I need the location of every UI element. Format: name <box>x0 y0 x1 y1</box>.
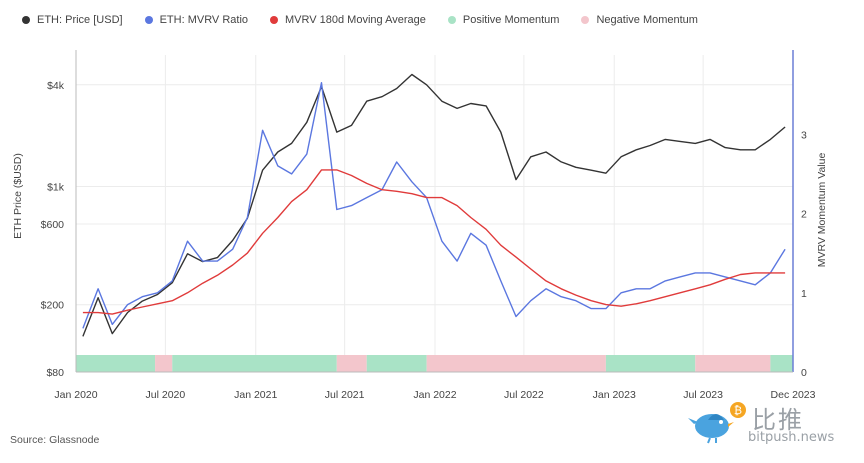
y2-tick-label: 3 <box>801 129 807 141</box>
legend-label-mvrv: ETH: MVRV Ratio <box>159 14 249 26</box>
legend-dot-negative <box>581 16 590 24</box>
y2-tick-label: 0 <box>801 367 807 379</box>
x-tick-label: Jan 2021 <box>234 389 277 401</box>
legend-label-ma: MVRV 180d Moving Average <box>285 14 426 26</box>
watermark-cn: 比推 <box>752 406 804 434</box>
x-tick-label: Jan 2022 <box>413 389 456 401</box>
y-tick-label: $80 <box>46 367 64 379</box>
legend-item-mvrv[interactable]: ETH: MVRV Ratio <box>144 14 249 26</box>
y2-tick-label: 2 <box>801 209 807 221</box>
x-tick-label: Jul 2022 <box>504 389 544 401</box>
y-tick-label: $1k <box>47 182 65 194</box>
y-tick-label: $600 <box>41 219 65 231</box>
y2-tick-label: 1 <box>801 288 807 300</box>
momentum-band-8 <box>770 355 793 372</box>
momentum-band-3 <box>336 355 367 372</box>
momentum-band-6 <box>605 355 696 372</box>
bird-bitcoin-logo-icon: ₿ <box>688 402 746 444</box>
legend-dot-positive <box>447 16 456 24</box>
momentum-band-1 <box>155 355 173 372</box>
x-tick-label: Jan 2020 <box>54 389 97 401</box>
momentum-band-4 <box>366 355 427 372</box>
y2-axis-title: MVRV Momentum Value <box>816 153 828 268</box>
momentum-band-2 <box>172 355 337 372</box>
momentum-band-7 <box>695 355 771 372</box>
legend-item-positive[interactable]: Positive Momentum <box>447 14 560 26</box>
momentum-band-5 <box>426 355 606 372</box>
series-line-2 <box>82 169 786 315</box>
legend-dot-ma <box>270 16 279 24</box>
x-tick-label: Dec 2023 <box>771 389 816 401</box>
y-tick-label: $200 <box>41 300 65 312</box>
legend-item-negative[interactable]: Negative Momentum <box>581 14 698 26</box>
legend: ETH: Price [USD] ETH: MVRV Ratio MVRV 18… <box>22 14 720 26</box>
momentum-band-0 <box>76 355 156 372</box>
source-note: Source: Glassnode <box>10 434 100 446</box>
x-tick-label: Jan 2023 <box>593 389 636 401</box>
legend-dot-mvrv <box>144 16 153 24</box>
watermark-url: bitpush.news <box>748 430 835 445</box>
series-line-1 <box>82 82 786 329</box>
legend-label-positive: Positive Momentum <box>462 14 560 26</box>
legend-label-price: ETH: Price [USD] <box>37 14 123 26</box>
y-axis-title: ETH Price ($USD) <box>12 153 24 239</box>
x-tick-label: Jul 2021 <box>325 389 365 401</box>
legend-item-ma[interactable]: MVRV 180d Moving Average <box>270 14 426 26</box>
legend-label-negative: Negative Momentum <box>596 14 698 26</box>
watermark: ₿ 比推 bitpush.news <box>688 398 858 448</box>
series-line-0 <box>82 73 786 337</box>
svg-text:₿: ₿ <box>734 404 742 417</box>
y-tick-label: $4k <box>47 80 65 92</box>
legend-dot-price <box>22 16 30 24</box>
legend-item-price[interactable]: ETH: Price [USD] <box>22 14 123 26</box>
x-tick-label: Jul 2020 <box>146 389 186 401</box>
x-tick-label: Jul 2023 <box>683 389 723 401</box>
